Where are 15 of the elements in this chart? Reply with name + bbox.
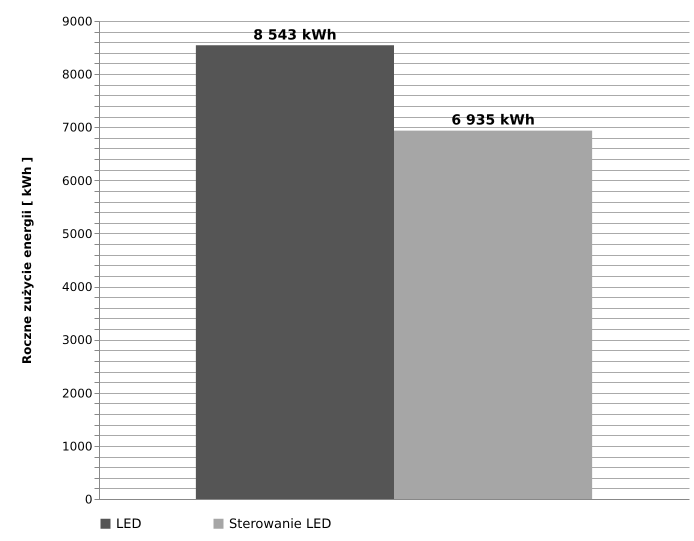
y-tick-label: 6000 bbox=[62, 174, 92, 188]
y-tick-label: 0 bbox=[84, 492, 92, 506]
legend-label: LED bbox=[116, 516, 142, 532]
y-tick-label: 5000 bbox=[62, 226, 92, 241]
y-tick-label: 7000 bbox=[62, 120, 92, 135]
y-tick-label: 8000 bbox=[62, 68, 92, 82]
y-tick-label: 4000 bbox=[62, 280, 92, 294]
data-label: 8 543 kWh bbox=[253, 27, 337, 44]
y-tick-label: 9000 bbox=[62, 14, 92, 28]
y-tick-label: 2000 bbox=[62, 386, 92, 400]
data-label: 6 935 kWh bbox=[451, 112, 535, 129]
y-tick-label: 1000 bbox=[62, 439, 92, 454]
y-tick-label: 3000 bbox=[62, 333, 92, 348]
legend-label: Sterowanie LED bbox=[229, 516, 332, 532]
y-axis-title: Roczne zużycie energii [ kWh ] bbox=[20, 156, 34, 364]
